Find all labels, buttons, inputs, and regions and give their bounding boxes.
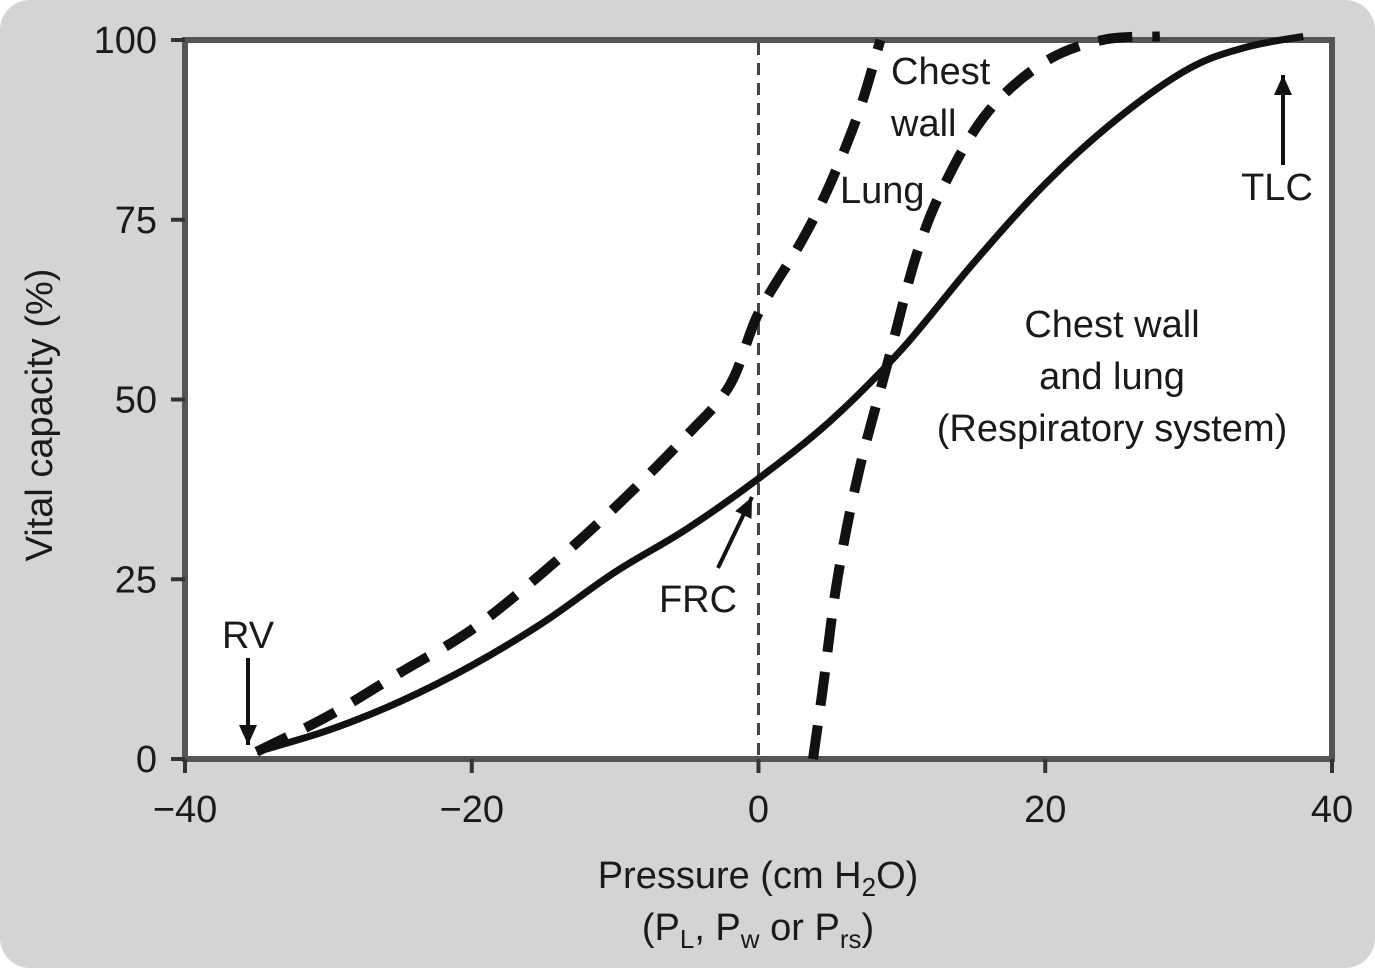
x-axis-title-line2-mid2: or P xyxy=(760,907,840,949)
x-tick-label: 40 xyxy=(1311,789,1353,831)
x-axis-title-line2-mid1: , P xyxy=(694,907,740,949)
x-axis-title-end: O) xyxy=(876,855,918,897)
x-tick-label: −20 xyxy=(440,789,504,831)
x-axis-title-line2-close: ) xyxy=(861,907,874,949)
series-respiratory-system xyxy=(255,32,1304,756)
x-tick-label: 20 xyxy=(1024,789,1066,831)
x-axis-title-line2-sub-l: L xyxy=(680,924,694,954)
annotation-respiratory-system: (Respiratory system) xyxy=(937,408,1288,450)
rv-arrow-head xyxy=(239,725,257,745)
x-axis-title-text: Pressure (cm H xyxy=(598,855,862,897)
y-tick-label: 0 xyxy=(136,739,157,781)
x-tick-label: −40 xyxy=(153,789,217,831)
annotation-frc: FRC xyxy=(659,579,737,621)
x-tick-label: 0 xyxy=(748,789,769,831)
frc-arrow xyxy=(716,496,754,569)
x-axis-title-line2-sub-w: w xyxy=(740,924,760,954)
tlc-arrow-head xyxy=(1274,75,1292,95)
annotations: Chest wall Lung Chest wall and lung (Respirat… xyxy=(222,51,1313,745)
y-tick-label: 75 xyxy=(115,200,157,242)
x-axis-title-line2: (PL, Pw or Prs) xyxy=(642,907,874,954)
x-axis-title-sub: 2 xyxy=(862,872,876,902)
rv-arrow xyxy=(239,658,257,745)
annotation-lung: Lung xyxy=(840,170,925,212)
tlc-arrow xyxy=(1274,75,1292,165)
annotation-chest-wall: Chest xyxy=(891,51,991,93)
plot-area xyxy=(182,37,1335,762)
frc-arrow-head xyxy=(735,497,752,519)
series-layer xyxy=(254,31,1304,760)
y-tick-label: 100 xyxy=(94,20,157,62)
annotation-respiratory-system: Chest wall xyxy=(1024,304,1199,346)
y-axis-title: Vital capacity (%) xyxy=(19,269,61,562)
x-axis-title-line2-sub-rs: rs xyxy=(840,924,862,954)
annotation-chest-wall: wall xyxy=(890,103,956,145)
series-lung xyxy=(254,38,886,757)
x-axis-title-line2-open: (P xyxy=(642,907,680,949)
x-axis-ticks: −40 −20 0 20 40 xyxy=(153,759,1353,831)
annotation-rv: RV xyxy=(222,615,275,657)
annotation-respiratory-system: and lung xyxy=(1039,356,1185,398)
annotation-tlc: TLC xyxy=(1241,167,1313,209)
y-tick-label: 25 xyxy=(115,559,157,601)
y-axis-ticks: 0 25 50 75 100 xyxy=(94,20,185,781)
x-axis-title-line1: Pressure (cm H2O) xyxy=(598,855,919,902)
y-tick-label: 50 xyxy=(115,380,157,422)
